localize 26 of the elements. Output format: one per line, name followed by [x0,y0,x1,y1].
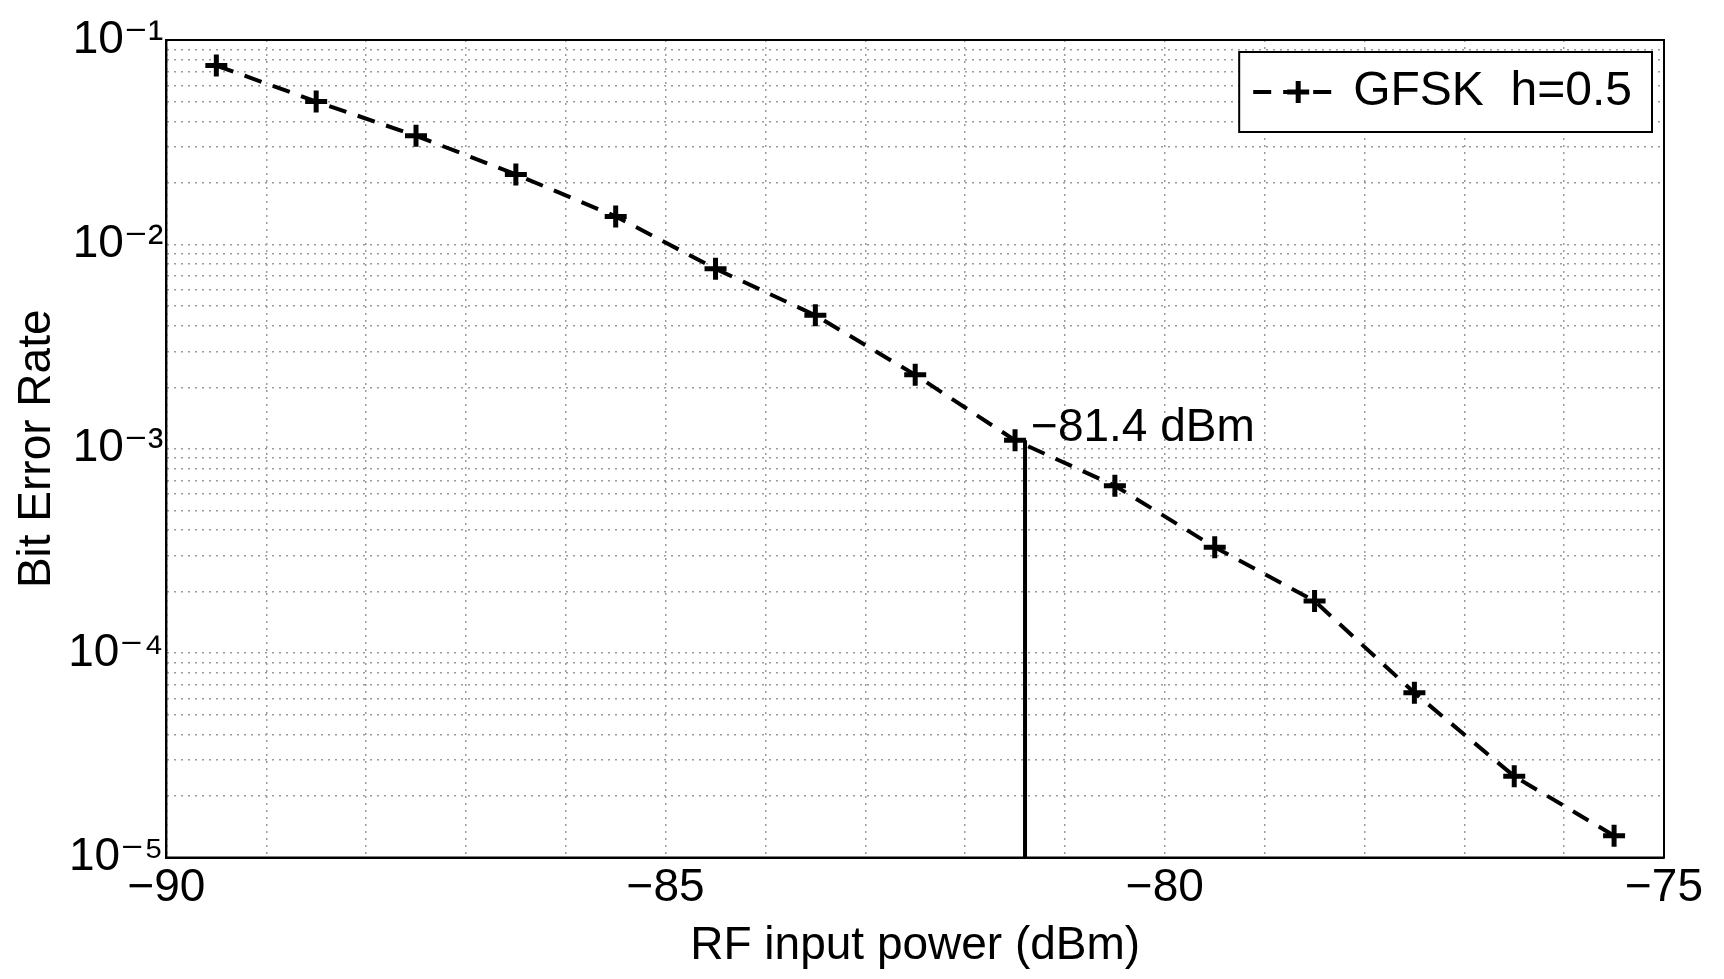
y-tick-label: 10⁻³ [72,419,164,472]
legend-label: GFSK h=0.5 [1353,62,1632,116]
point [1503,765,1526,788]
x-tick-label: −85 [626,858,705,911]
y-axis-title: Bit Error Rate [8,309,61,589]
x-tick-label: −75 [1624,858,1704,911]
point [1203,536,1226,559]
point [504,163,527,186]
y-tick-label: 10⁻¹ [72,10,164,63]
point [1103,474,1126,497]
y-tick-label: 10⁻⁴ [68,623,164,676]
point [804,304,827,327]
annotation: −81.4 dBm [1031,399,1255,452]
point [1303,590,1326,613]
point [305,90,328,113]
x-tick-label: −80 [1125,858,1204,911]
point [405,124,428,147]
point [604,205,627,228]
point [1603,824,1626,847]
x-axis-title: RF input power (dBm) [690,917,1141,970]
point [205,54,228,77]
y-tick-label: 10⁻² [72,215,164,268]
point [1004,429,1027,452]
point [1403,681,1426,704]
point [704,257,727,280]
point [904,363,927,386]
